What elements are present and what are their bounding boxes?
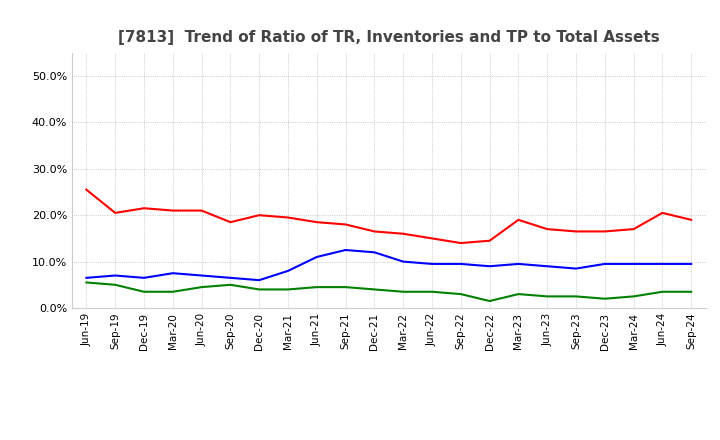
Inventories bbox=[255, 278, 264, 283]
Trade Payables bbox=[312, 285, 321, 290]
Inventories bbox=[399, 259, 408, 264]
Trade Receivables bbox=[572, 229, 580, 234]
Title: [7813]  Trend of Ratio of TR, Inventories and TP to Total Assets: [7813] Trend of Ratio of TR, Inventories… bbox=[118, 29, 660, 45]
Inventories bbox=[572, 266, 580, 271]
Inventories bbox=[428, 261, 436, 267]
Trade Receivables bbox=[629, 227, 638, 232]
Trade Receivables bbox=[140, 205, 148, 211]
Inventories bbox=[658, 261, 667, 267]
Trade Payables bbox=[255, 287, 264, 292]
Trade Receivables bbox=[600, 229, 609, 234]
Trade Receivables bbox=[168, 208, 177, 213]
Trade Payables bbox=[140, 289, 148, 294]
Inventories bbox=[485, 264, 494, 269]
Trade Receivables bbox=[312, 220, 321, 225]
Trade Payables bbox=[399, 289, 408, 294]
Trade Payables bbox=[456, 291, 465, 297]
Inventories bbox=[111, 273, 120, 278]
Line: Inventories: Inventories bbox=[86, 250, 691, 280]
Trade Receivables bbox=[226, 220, 235, 225]
Inventories bbox=[514, 261, 523, 267]
Inventories bbox=[543, 264, 552, 269]
Trade Payables bbox=[428, 289, 436, 294]
Trade Payables bbox=[543, 294, 552, 299]
Trade Payables bbox=[341, 285, 350, 290]
Inventories bbox=[226, 275, 235, 280]
Inventories bbox=[687, 261, 696, 267]
Trade Receivables bbox=[370, 229, 379, 234]
Trade Receivables bbox=[341, 222, 350, 227]
Trade Receivables bbox=[485, 238, 494, 243]
Trade Receivables bbox=[197, 208, 206, 213]
Inventories bbox=[341, 247, 350, 253]
Trade Receivables bbox=[543, 227, 552, 232]
Trade Payables bbox=[514, 291, 523, 297]
Trade Payables bbox=[111, 282, 120, 287]
Inventories bbox=[197, 273, 206, 278]
Trade Receivables bbox=[456, 240, 465, 246]
Trade Receivables bbox=[687, 217, 696, 223]
Trade Receivables bbox=[284, 215, 292, 220]
Trade Receivables bbox=[428, 236, 436, 241]
Inventories bbox=[456, 261, 465, 267]
Trade Payables bbox=[370, 287, 379, 292]
Inventories bbox=[82, 275, 91, 280]
Trade Payables bbox=[658, 289, 667, 294]
Trade Payables bbox=[572, 294, 580, 299]
Inventories bbox=[370, 249, 379, 255]
Trade Payables bbox=[82, 280, 91, 285]
Trade Payables bbox=[629, 294, 638, 299]
Trade Receivables bbox=[514, 217, 523, 223]
Inventories bbox=[600, 261, 609, 267]
Trade Receivables bbox=[399, 231, 408, 236]
Inventories bbox=[312, 254, 321, 260]
Inventories bbox=[284, 268, 292, 274]
Trade Payables bbox=[284, 287, 292, 292]
Trade Payables bbox=[485, 298, 494, 304]
Trade Receivables bbox=[82, 187, 91, 192]
Trade Receivables bbox=[255, 213, 264, 218]
Line: Trade Receivables: Trade Receivables bbox=[86, 190, 691, 243]
Inventories bbox=[140, 275, 148, 280]
Trade Payables bbox=[226, 282, 235, 287]
Line: Trade Payables: Trade Payables bbox=[86, 282, 691, 301]
Trade Receivables bbox=[658, 210, 667, 216]
Trade Payables bbox=[168, 289, 177, 294]
Inventories bbox=[168, 271, 177, 276]
Trade Payables bbox=[687, 289, 696, 294]
Inventories bbox=[629, 261, 638, 267]
Trade Payables bbox=[600, 296, 609, 301]
Trade Receivables bbox=[111, 210, 120, 216]
Trade Payables bbox=[197, 285, 206, 290]
